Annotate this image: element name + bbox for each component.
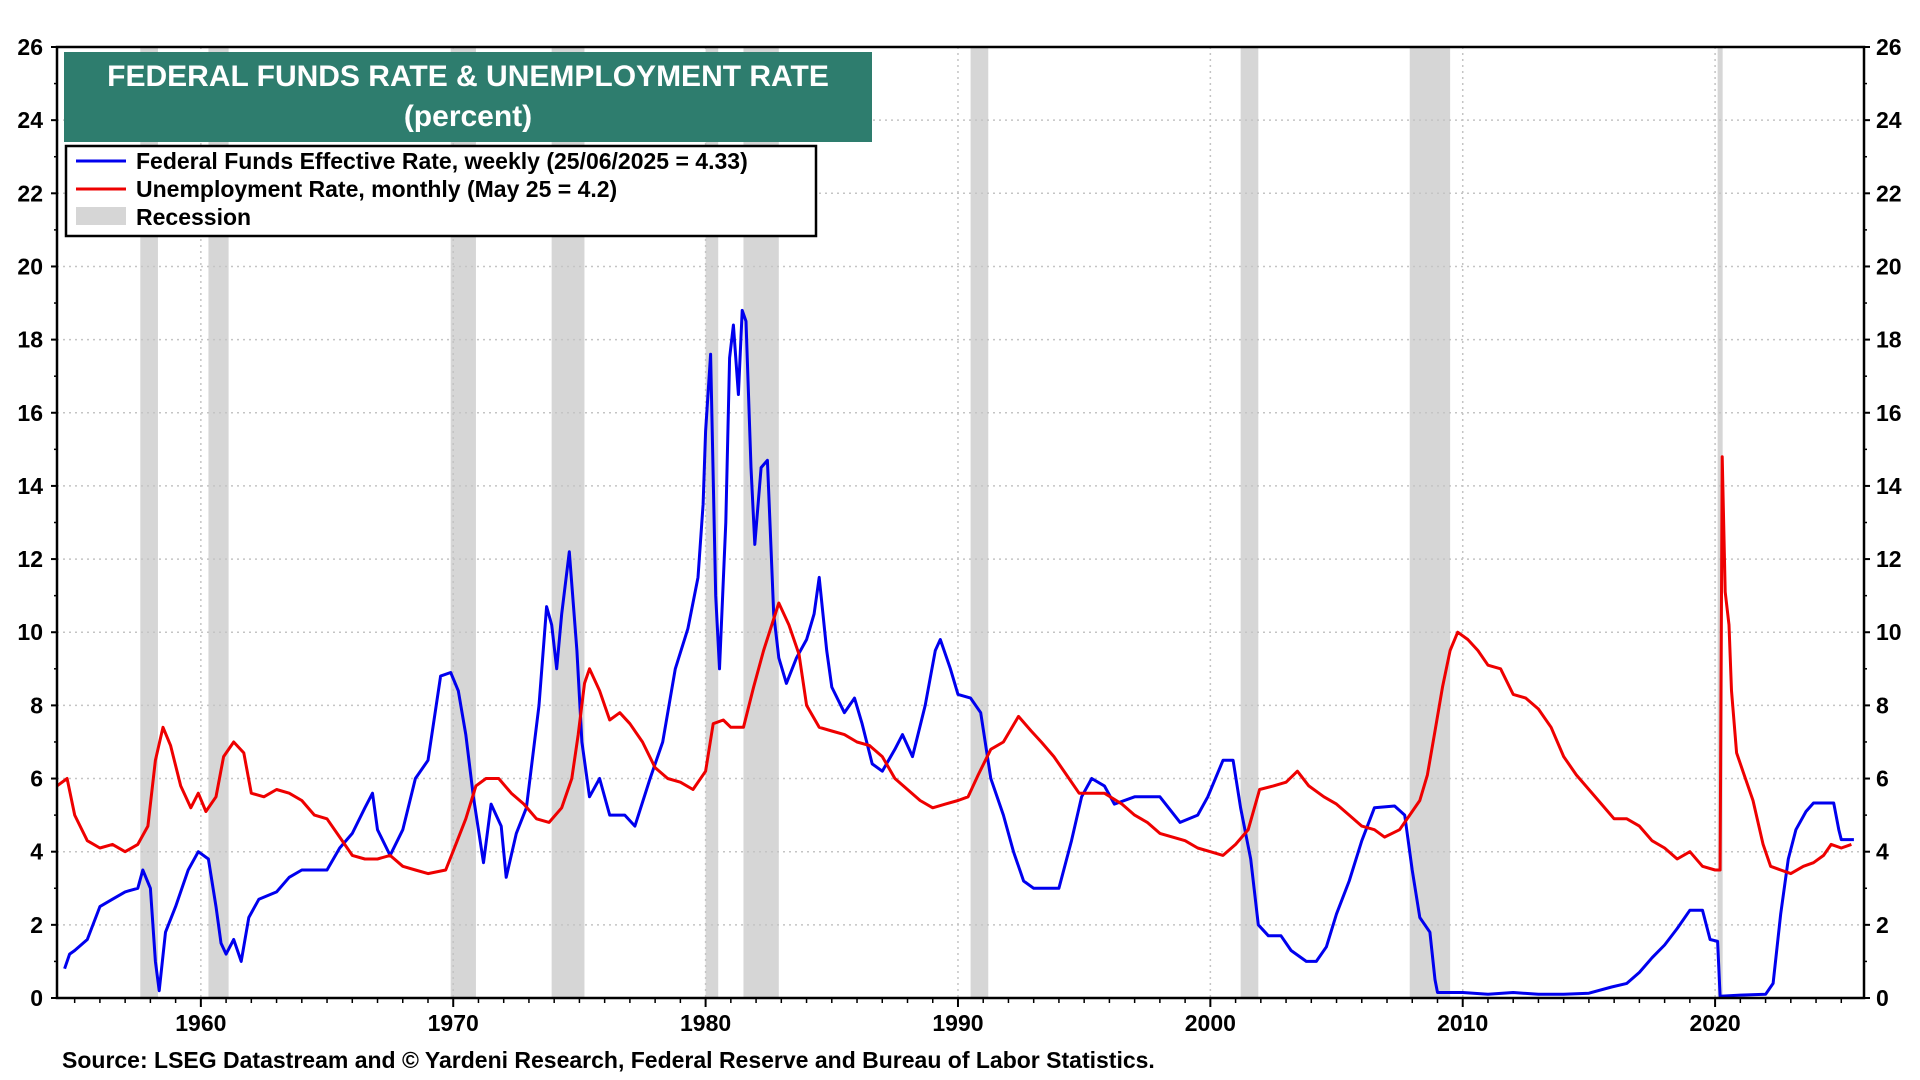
- y-tick-label-left: 26: [17, 34, 43, 60]
- recession-band: [1409, 47, 1451, 998]
- y-tick-label-left: 0: [30, 985, 43, 1011]
- x-tick-label: 1980: [680, 1010, 731, 1036]
- y-tick-label-left: 2: [30, 912, 43, 938]
- y-tick-label-left: 24: [17, 107, 43, 133]
- legend-label-unemployment: Unemployment Rate, monthly (May 25 = 4.2…: [136, 176, 617, 202]
- y-tick-label-left: 14: [17, 473, 43, 499]
- y-tick-label-right: 12: [1876, 546, 1902, 572]
- y-tick-label-right: 0: [1876, 985, 1889, 1011]
- x-tick-label: 1960: [175, 1010, 226, 1036]
- y-tick-label-right: 26: [1876, 34, 1902, 60]
- y-tick-label-left: 6: [30, 766, 43, 792]
- series-lines: [56, 308, 1854, 998]
- recession-band: [1717, 47, 1723, 998]
- y-tick-label-left: 4: [30, 839, 43, 865]
- y-tick-label-right: 6: [1876, 766, 1889, 792]
- y-tick-label-left: 12: [17, 546, 43, 572]
- legend-swatch-recession: [76, 207, 126, 225]
- y-tick-label-left: 8: [30, 692, 43, 718]
- legend: Federal Funds Effective Rate, weekly (25…: [64, 144, 818, 238]
- legend-label-fed-funds: Federal Funds Effective Rate, weekly (25…: [136, 148, 748, 174]
- recession-band: [970, 47, 989, 998]
- recession-band: [1240, 47, 1259, 998]
- y-tick-label-left: 22: [17, 180, 43, 206]
- y-tick-label-right: 14: [1876, 473, 1902, 499]
- y-tick-label-right: 20: [1876, 253, 1902, 279]
- y-tick-label-right: 18: [1876, 327, 1902, 353]
- series-line-unemployment: [56, 455, 1852, 876]
- y-tick-label-right: 22: [1876, 180, 1902, 206]
- legend-frame: [64, 144, 818, 238]
- y-tick-label-right: 2: [1876, 912, 1889, 938]
- y-tick-label-right: 10: [1876, 619, 1902, 645]
- y-tick-label-left: 18: [17, 327, 43, 353]
- y-tick-label-right: 16: [1876, 400, 1902, 426]
- chart-subtitle: (percent): [404, 100, 532, 133]
- y-tick-label-left: 16: [17, 400, 43, 426]
- title-box: FEDERAL FUNDS RATE & UNEMPLOYMENT RATE (…: [64, 52, 872, 142]
- source-note: Source: LSEG Datastream and © Yardeni Re…: [62, 1047, 1155, 1073]
- recession-band: [140, 47, 158, 998]
- y-tick-label-right: 24: [1876, 107, 1902, 133]
- x-tick-label: 2000: [1185, 1010, 1236, 1036]
- y-tick-label-left: 10: [17, 619, 43, 645]
- series-line-fed-funds: [63, 308, 1854, 998]
- x-tick-label: 2010: [1437, 1010, 1488, 1036]
- legend-label-recession: Recession: [136, 204, 251, 230]
- x-tick-label: 1990: [932, 1010, 983, 1036]
- chart-title: FEDERAL FUNDS RATE & UNEMPLOYMENT RATE: [107, 60, 829, 93]
- gridlines: [57, 47, 1864, 998]
- x-tick-label: 2020: [1690, 1010, 1741, 1036]
- y-tick-label-right: 4: [1876, 839, 1889, 865]
- title-background: [64, 52, 872, 142]
- y-tick-label-left: 20: [17, 253, 43, 279]
- x-tick-label: 1970: [428, 1010, 479, 1036]
- y-tick-label-right: 8: [1876, 692, 1889, 718]
